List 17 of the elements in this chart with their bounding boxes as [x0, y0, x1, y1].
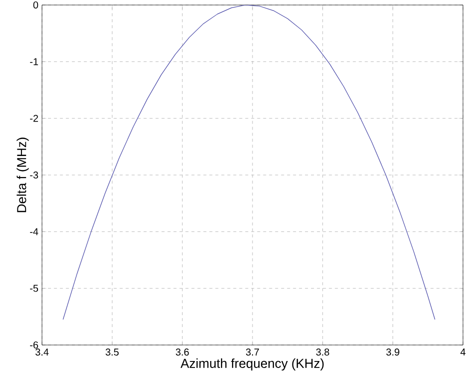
line-series — [62, 4, 436, 320]
y-axis-title: Delta f (MHz) — [16, 138, 29, 212]
y-tick-label: -3 — [30, 171, 38, 179]
y-tick-label: -1 — [30, 58, 38, 66]
y-tick-label: -6 — [30, 341, 38, 349]
y-tick-label: -4 — [30, 228, 38, 236]
x-tick-label: 3.7 — [246, 348, 259, 356]
y-tick-label: 0 — [33, 1, 38, 9]
x-tick-label: 3.6 — [176, 348, 189, 356]
x-tick-label: 3.5 — [106, 348, 119, 356]
x-tick-label: 4 — [460, 348, 466, 356]
x-tick-label: 3.4 — [35, 348, 49, 356]
y-tick-label: -5 — [30, 284, 38, 292]
y-tick-label: -2 — [30, 114, 38, 122]
x-tick-label: 3.8 — [316, 348, 330, 356]
x-tick-label: 3.9 — [386, 348, 400, 356]
x-axis-title: Azimuth frequency (KHz) — [180, 358, 324, 370]
